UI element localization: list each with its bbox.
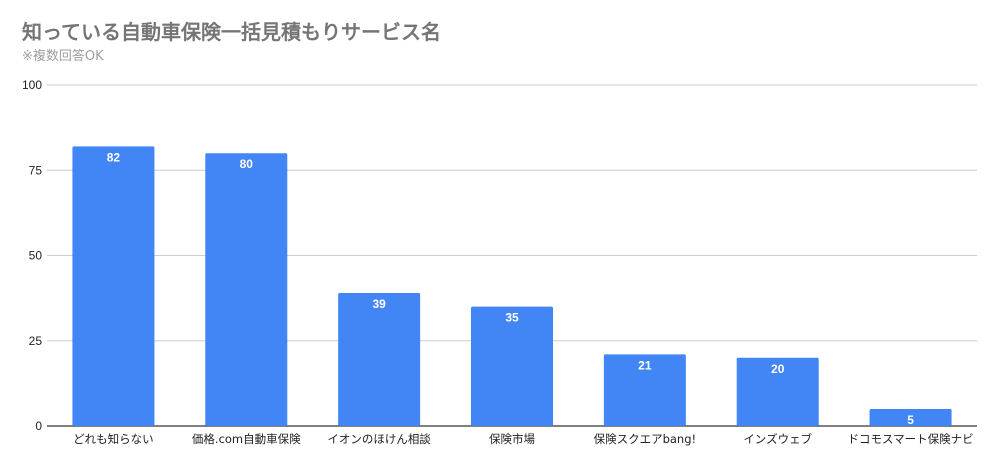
chart-title: 知っている自動車保険一括見積もりサービス名 xyxy=(22,20,441,44)
data-label: 82 xyxy=(107,150,121,164)
y-tick-label: 100 xyxy=(22,78,42,92)
y-tick-label: 25 xyxy=(29,334,43,348)
data-label: 21 xyxy=(638,358,652,372)
bars xyxy=(72,146,952,426)
x-category-label: 保険市場 xyxy=(489,432,535,446)
x-category-label: ドコモスマート保険ナビ xyxy=(847,432,973,446)
x-category-label: インズウェブ xyxy=(743,432,812,446)
bar xyxy=(471,306,553,426)
y-tick-label: 50 xyxy=(29,249,43,263)
data-label: 39 xyxy=(372,297,386,311)
bar xyxy=(205,153,288,426)
data-label: 80 xyxy=(240,157,254,171)
bar xyxy=(603,354,686,426)
data-label: 5 xyxy=(907,413,914,427)
x-category-label: イオンのほけん相談 xyxy=(327,432,431,446)
bar xyxy=(338,293,421,426)
bar xyxy=(869,408,952,426)
x-category-label: どれも知らない xyxy=(73,432,154,446)
data-label: 20 xyxy=(771,362,785,376)
data-label: 35 xyxy=(505,311,519,325)
bar xyxy=(72,146,155,426)
chart-subtitle: ※複数回答OK xyxy=(22,49,104,64)
x-category-label: 価格.com自動車保険 xyxy=(192,432,301,446)
x-axis-categories: どれも知らない 価格.com自動車保険 イオンのほけん相談 保険市場 保険スクエアban… xyxy=(73,432,973,446)
data-labels: 82 80 39 35 21 20 5 xyxy=(107,150,914,427)
bar xyxy=(736,357,819,426)
y-tick-label: 0 xyxy=(35,419,42,433)
y-tick-label: 75 xyxy=(29,163,43,177)
y-axis-ticks: 0 25 50 75 100 xyxy=(22,78,42,433)
x-category-label: 保険スクエアbang! xyxy=(594,432,697,446)
